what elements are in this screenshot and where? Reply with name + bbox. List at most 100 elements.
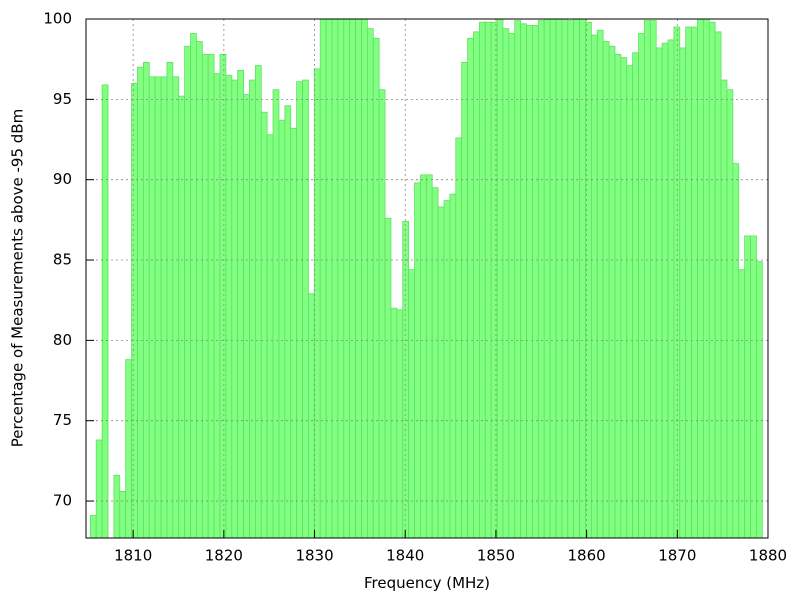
bar — [113, 474, 121, 539]
bar — [685, 26, 692, 539]
bar — [343, 18, 351, 539]
x-tick-label: 1830 — [295, 547, 333, 565]
bar — [567, 20, 575, 539]
bar — [667, 39, 675, 539]
bar — [679, 47, 687, 539]
bar — [537, 20, 545, 539]
bar — [543, 18, 551, 539]
bar — [101, 84, 109, 539]
bar — [160, 76, 168, 539]
bar — [744, 235, 751, 539]
y-tick-label: 85 — [53, 251, 72, 269]
bar — [313, 68, 321, 539]
bar — [178, 95, 186, 539]
bar — [555, 18, 563, 539]
bar — [272, 89, 280, 539]
bar — [697, 18, 704, 539]
bar — [349, 18, 356, 539]
plot-frame — [85, 18, 769, 539]
bar — [673, 26, 681, 539]
x-axis-label: Frequency (MHz) — [364, 574, 490, 592]
bar — [520, 23, 527, 539]
bar — [626, 65, 634, 539]
bar — [714, 31, 722, 539]
bar — [213, 73, 221, 539]
bar — [290, 127, 298, 539]
y-tick-label: 100 — [43, 10, 72, 28]
bar — [420, 174, 427, 539]
bar — [590, 34, 598, 539]
x-tick-label: 1840 — [386, 547, 424, 565]
y-tick-label: 95 — [53, 90, 72, 108]
bar — [225, 74, 233, 539]
bar — [602, 41, 610, 539]
bar — [573, 18, 580, 539]
bar — [620, 57, 628, 539]
bar — [691, 26, 698, 539]
bar — [278, 119, 286, 539]
bar — [243, 94, 250, 539]
bar — [137, 66, 144, 539]
bar — [355, 18, 362, 539]
x-tick-label: 1810 — [114, 547, 152, 565]
bar — [390, 307, 398, 539]
bar — [260, 111, 268, 539]
bar — [142, 61, 150, 539]
bar — [219, 53, 227, 539]
bar — [319, 18, 327, 539]
bar — [384, 217, 392, 539]
bar — [502, 28, 510, 539]
bar — [119, 491, 127, 539]
bar — [190, 33, 197, 539]
bar — [125, 359, 132, 539]
bar — [756, 261, 763, 539]
bar — [148, 76, 156, 539]
bar — [201, 53, 209, 539]
bar — [266, 134, 274, 539]
bar — [561, 18, 569, 539]
bar — [414, 182, 421, 539]
bar — [720, 79, 728, 539]
bar — [361, 18, 368, 539]
bar — [655, 47, 663, 539]
bar — [131, 82, 138, 539]
bar — [732, 163, 740, 539]
x-tick-label: 1850 — [477, 547, 515, 565]
x-tick-label: 1870 — [658, 547, 696, 565]
bar — [649, 20, 657, 539]
x-tick-label: 1820 — [205, 547, 243, 565]
bar — [249, 79, 256, 539]
bar — [750, 235, 757, 539]
bar — [461, 61, 468, 539]
bar — [549, 18, 557, 539]
bar — [184, 45, 191, 539]
bar — [437, 206, 445, 539]
bar — [207, 53, 215, 539]
bar — [526, 25, 533, 539]
bar — [231, 79, 239, 539]
bar — [496, 18, 504, 539]
bar — [296, 81, 303, 539]
bar — [396, 309, 404, 539]
bar — [402, 221, 410, 539]
bar — [337, 18, 345, 539]
y-tick-label: 75 — [53, 411, 72, 429]
bar — [508, 33, 516, 539]
bar — [172, 76, 180, 539]
x-tick-label: 1860 — [568, 547, 606, 565]
bar — [154, 76, 162, 539]
bar — [95, 439, 103, 539]
bar — [726, 89, 734, 539]
bar — [196, 41, 203, 539]
bar — [325, 18, 333, 539]
bar — [449, 193, 457, 539]
bar — [532, 25, 539, 539]
bar — [331, 18, 339, 539]
bar — [166, 61, 174, 539]
bar — [608, 45, 616, 539]
y-tick-label: 70 — [53, 492, 72, 510]
bar — [596, 29, 604, 539]
bar — [514, 20, 522, 539]
bar — [284, 105, 292, 539]
